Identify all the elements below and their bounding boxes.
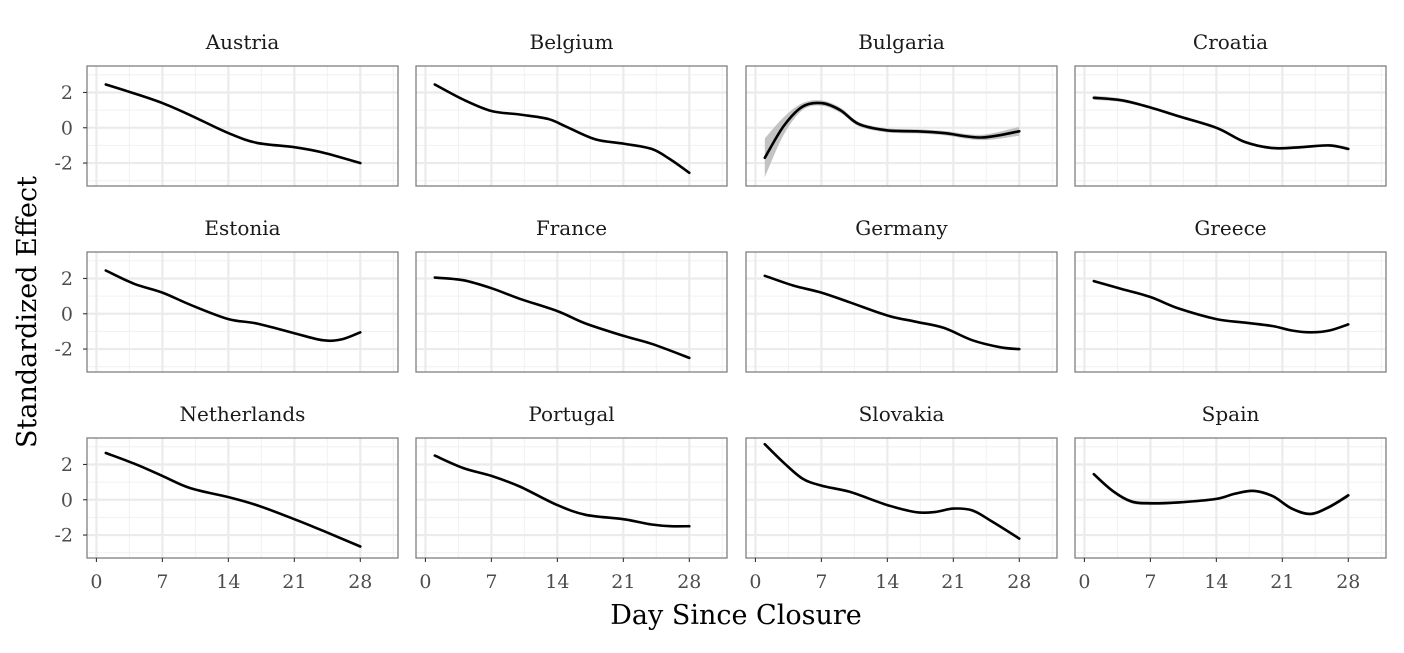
panel-greece: Greece: [1074, 216, 1387, 373]
y-tick-label: 2: [61, 454, 73, 476]
panel-croatia: Croatia: [1074, 30, 1387, 187]
panel-border: [745, 437, 1058, 559]
panel-netherlands: Netherlands -2 0 2 0 7 14 21 28: [54, 402, 399, 593]
x-tick-label: 0: [419, 571, 431, 593]
panel-title: France: [536, 216, 607, 240]
panel-portugal: Portugal 0 7 14 21 28: [415, 402, 728, 593]
panel-title: Croatia: [1193, 30, 1268, 54]
x-tick-label: 0: [1078, 571, 1090, 593]
panel-germany: Germany: [745, 216, 1058, 373]
x-tick-label: 14: [1204, 571, 1228, 593]
x-tick-label: 14: [875, 571, 899, 593]
panel-title: Portugal: [528, 402, 614, 426]
panel-france: France: [415, 216, 728, 373]
y-tick-label: -2: [54, 153, 73, 175]
x-tick-label: 28: [1007, 571, 1031, 593]
panel-title: Bulgaria: [858, 30, 945, 54]
x-tick-label: 7: [1144, 571, 1156, 593]
y-tick-label: 0: [61, 117, 73, 139]
panel-border: [1074, 251, 1387, 373]
panel-title: Estonia: [204, 216, 280, 240]
effect-line: [433, 276, 691, 360]
panel-estonia: Estonia -2 0 2: [54, 216, 399, 373]
x-tick-label: 0: [90, 571, 102, 593]
x-tick-label: 0: [749, 571, 761, 593]
panel-border: [415, 437, 728, 559]
panel-border: [745, 251, 1058, 373]
y-axis-title: Standardized Effect: [12, 176, 43, 448]
effect-line: [1092, 279, 1350, 334]
x-tick-label: 7: [156, 571, 168, 593]
confidence-band: [764, 100, 1020, 178]
x-tick-label: 7: [815, 571, 827, 593]
x-tick-label: 21: [941, 571, 965, 593]
x-tick-label: 21: [611, 571, 635, 593]
y-tick-label: 2: [61, 82, 73, 104]
y-tick-label: -2: [54, 339, 73, 361]
confidence-band: [1093, 95, 1349, 151]
effect-line: [433, 454, 691, 528]
y-tick-label: 0: [61, 489, 73, 511]
effect-line: [1092, 472, 1350, 516]
panel-title: Belgium: [530, 30, 614, 54]
effect-line: [763, 274, 1021, 351]
x-tick-label: 7: [485, 571, 497, 593]
panel-border: [415, 251, 728, 373]
panel-border: [745, 65, 1058, 187]
x-tick-label: 28: [348, 571, 372, 593]
x-tick-label: 14: [545, 571, 569, 593]
y-tick-label: -2: [54, 525, 73, 547]
x-tick-label: 21: [282, 571, 306, 593]
panel-austria: Austria -2 0 2: [54, 30, 399, 187]
x-axis-title: Day Since Closure: [610, 600, 861, 631]
panel-border: [1074, 65, 1387, 187]
panel-title: Slovakia: [859, 402, 945, 426]
effect-line: [104, 269, 362, 343]
y-tick-label: 0: [61, 303, 73, 325]
effect-line: [763, 101, 1021, 160]
panel-title: Spain: [1202, 402, 1260, 426]
panel-slovakia: Slovakia 0 7 14 21 28: [745, 402, 1058, 593]
panel-spain: Spain 0 7 14 21 28: [1074, 402, 1387, 593]
x-tick-label: 21: [1270, 571, 1294, 593]
panel-title: Austria: [205, 30, 280, 54]
panel-title: Germany: [855, 216, 948, 240]
panel-border: [86, 65, 399, 187]
panel-title: Netherlands: [180, 402, 306, 426]
x-tick-label: 14: [216, 571, 240, 593]
panel-bulgaria: Bulgaria: [745, 30, 1058, 187]
panel-belgium: Belgium: [415, 30, 728, 187]
effect-line: [763, 442, 1021, 540]
x-tick-label: 28: [1336, 571, 1360, 593]
effect-line: [1092, 96, 1350, 151]
effect-line: [104, 451, 362, 548]
panel-border: [86, 437, 399, 559]
x-tick-label: 28: [677, 571, 701, 593]
confidence-band: [1093, 472, 1349, 516]
panel-border: [415, 65, 728, 187]
y-tick-label: 2: [61, 268, 73, 290]
panel-title: Greece: [1194, 216, 1266, 240]
effect-line: [104, 83, 362, 165]
effect-line: [433, 83, 691, 175]
panel-border: [86, 251, 399, 373]
panel-border: [1074, 437, 1387, 559]
